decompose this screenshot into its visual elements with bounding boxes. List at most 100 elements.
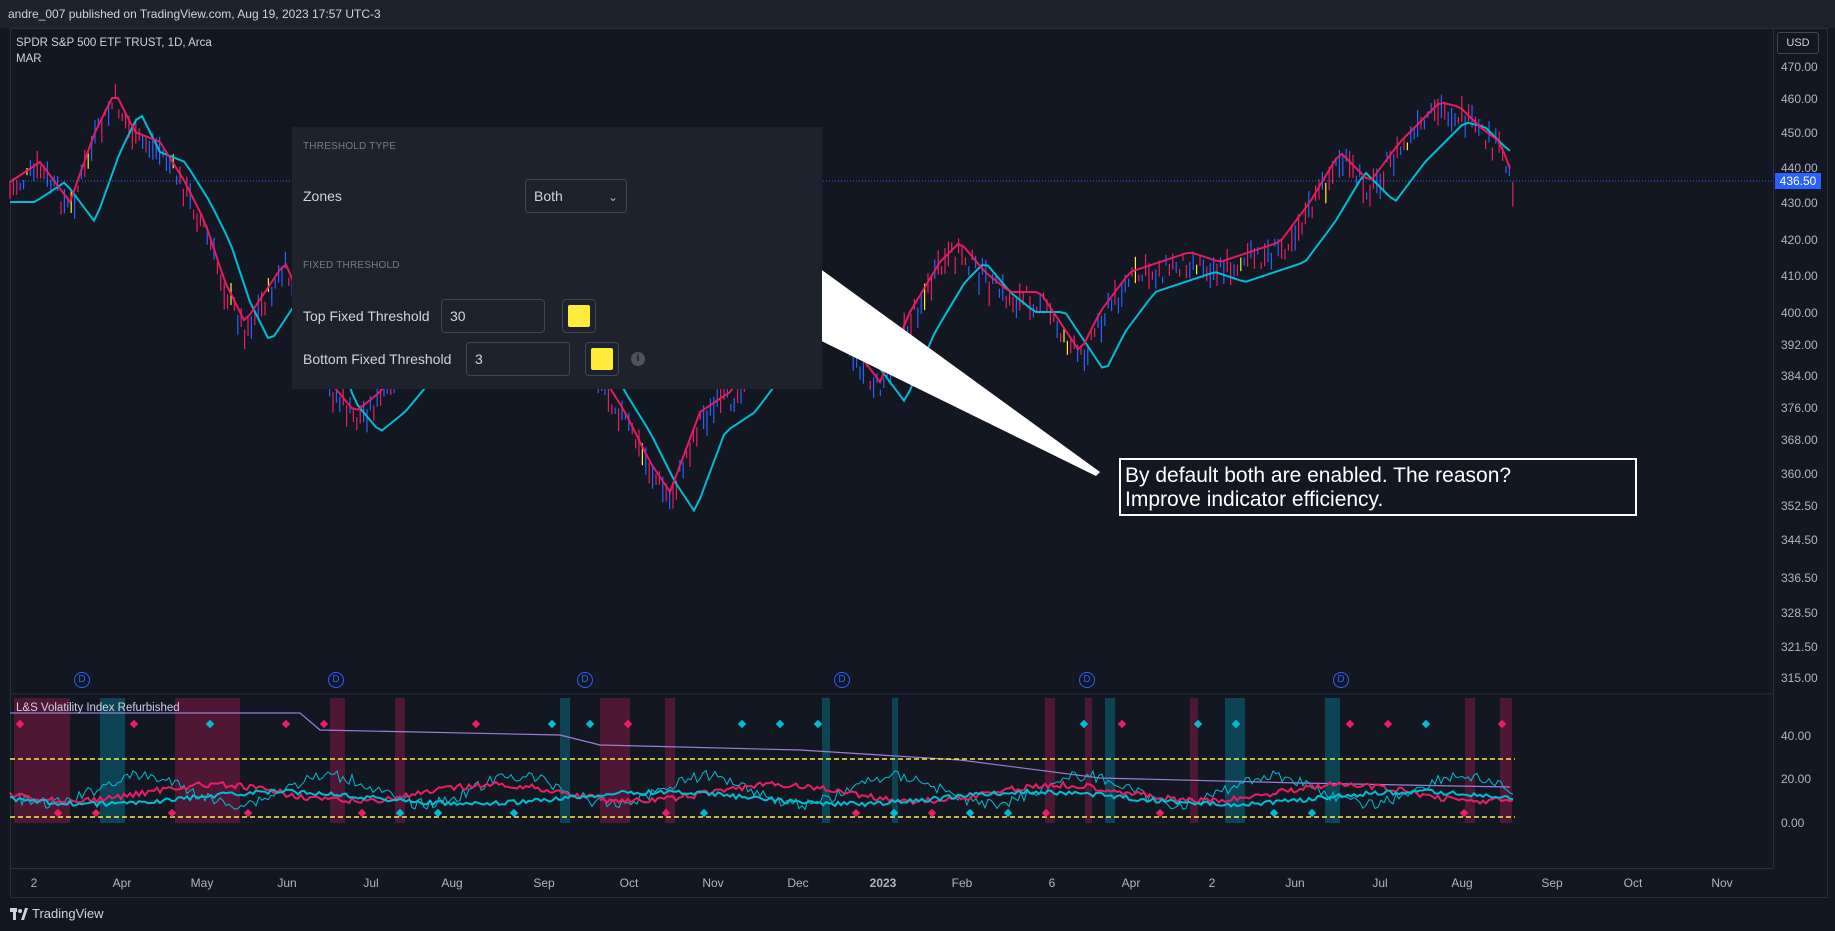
time-tick-label: Apr — [112, 876, 132, 890]
top-threshold-input[interactable]: 30 — [441, 299, 545, 333]
section-threshold-type: THRESHOLD TYPE — [303, 141, 397, 152]
signal-diamond — [1231, 719, 1241, 729]
indicator-tick-label: 40.00 — [1781, 729, 1812, 743]
signal-diamond — [1117, 719, 1127, 729]
footer-brand[interactable]: TradingView — [32, 906, 104, 921]
signal-diamond — [433, 808, 443, 818]
volatility-zone — [1465, 698, 1475, 823]
dividend-marker[interactable]: D — [834, 672, 850, 688]
time-tick-label: 2 — [1208, 876, 1216, 890]
volatility-zone — [1105, 698, 1115, 823]
time-tick-label: 2023 — [869, 876, 897, 890]
symbol-name[interactable]: SPDR S&P 500 ETF TRUST, 1D, Arca — [16, 37, 212, 49]
signal-diamond — [319, 719, 329, 729]
dividend-marker[interactable]: D — [1079, 672, 1095, 688]
time-tick-label: Nov — [1711, 876, 1733, 890]
signal-diamond — [889, 808, 899, 818]
signal-diamond — [1041, 808, 1051, 818]
price-tick-label: 352.50 — [1781, 499, 1818, 513]
price-tick-label: 336.50 — [1781, 571, 1818, 585]
volatility-zone — [1325, 698, 1340, 823]
zones-value: Both — [534, 188, 563, 204]
price-tick-label: 430.00 — [1781, 196, 1818, 210]
bottom-threshold-label: Bottom Fixed Threshold — [303, 351, 452, 367]
time-tick-label: Oct — [619, 876, 639, 890]
signal-diamond — [623, 719, 633, 729]
time-tick-label: Aug — [1451, 876, 1473, 890]
indicator-tick-label: 20.00 — [1781, 772, 1812, 786]
callout-line-2: Improve indicator efficiency. — [1125, 488, 1384, 511]
volatility-zone — [822, 698, 830, 823]
volatility-zone — [175, 698, 240, 823]
signal-diamond — [471, 719, 481, 729]
signal-diamond — [965, 808, 975, 818]
signal-diamond — [1345, 719, 1355, 729]
time-tick-label: Sep — [533, 876, 555, 890]
volatility-zone — [1045, 698, 1055, 823]
signal-diamond — [775, 719, 785, 729]
price-tick-label: 315.00 — [1781, 671, 1818, 685]
symbol-legend: SPDR S&P 500 ETF TRUST, 1D, Arca MAR — [16, 35, 212, 67]
dividend-marker[interactable]: D — [577, 672, 593, 688]
signal-diamond — [281, 719, 291, 729]
price-axis[interactable] — [1773, 28, 1835, 868]
signal-diamond — [1421, 719, 1431, 729]
signal-diamond — [395, 808, 405, 818]
price-tick-label: 368.00 — [1781, 433, 1818, 447]
envelope-line — [10, 712, 1511, 788]
color-swatch — [591, 348, 613, 370]
time-tick-label: Nov — [702, 876, 724, 890]
time-tick-label: Apr — [1121, 876, 1141, 890]
volatility-ma-line — [9, 780, 1514, 806]
time-tick-label: May — [190, 876, 214, 890]
ma-fast-line — [10, 114, 1511, 513]
dividend-marker[interactable]: D — [74, 672, 90, 688]
signal-diamond — [927, 808, 937, 818]
color-swatch — [568, 305, 590, 327]
volatility-zone — [1190, 698, 1198, 823]
signal-diamond — [129, 719, 139, 729]
bottom-threshold-input[interactable]: 3 — [466, 342, 570, 376]
dividend-marker[interactable]: D — [328, 672, 344, 688]
annotation-callout: By default both are enabled. The reason?… — [1119, 458, 1637, 516]
price-tick-label: 376.00 — [1781, 401, 1818, 415]
price-tick-label: 392.00 — [1781, 338, 1818, 352]
signal-diamond — [585, 719, 595, 729]
time-tick-label: Jun — [1285, 876, 1305, 890]
time-tick-label: Aug — [441, 876, 463, 890]
time-axis[interactable] — [10, 868, 1773, 899]
study-name[interactable]: MAR — [16, 53, 42, 65]
info-icon[interactable]: i — [631, 352, 645, 366]
volatility-zone — [892, 698, 898, 823]
volatility-zone — [1500, 698, 1512, 823]
currency-button[interactable]: USD — [1777, 32, 1819, 54]
chevron-down-icon: ⌄ — [607, 190, 618, 204]
top-threshold-color[interactable] — [562, 299, 596, 333]
volatility-raw-line — [9, 769, 1514, 811]
signal-diamond — [1459, 808, 1469, 818]
publisher-text: andre_007 published on TradingView.com, … — [8, 7, 381, 21]
signal-diamond — [509, 808, 519, 818]
time-tick-label: Jun — [277, 876, 297, 890]
time-tick-label: Oct — [1623, 876, 1643, 890]
signal-diamond — [1155, 808, 1165, 818]
current-price-tag: 436.50 — [1775, 173, 1821, 189]
signal-diamond — [167, 808, 177, 818]
signal-diamond — [1269, 808, 1279, 818]
zones-select[interactable]: Both ⌄ — [525, 179, 627, 213]
signal-diamond — [661, 808, 671, 818]
price-tick-label: 360.00 — [1781, 467, 1818, 481]
indicator-title[interactable]: L&S Volatility Index Refurbished — [16, 702, 180, 714]
time-tick-label: Feb — [951, 876, 973, 890]
price-tick-label: 410.00 — [1781, 269, 1818, 283]
publisher-bar: andre_007 published on TradingView.com, … — [0, 0, 1835, 28]
volatility-zone — [560, 698, 570, 823]
zones-label: Zones — [303, 188, 342, 204]
time-tick-label: Jul — [1372, 876, 1388, 890]
time-tick-label: Jul — [363, 876, 379, 890]
signal-diamond — [1193, 719, 1203, 729]
signal-diamond — [1079, 719, 1089, 729]
bottom-threshold-color[interactable] — [585, 342, 619, 376]
price-tick-label: 450.00 — [1781, 126, 1818, 140]
dividend-marker[interactable]: D — [1333, 672, 1349, 688]
